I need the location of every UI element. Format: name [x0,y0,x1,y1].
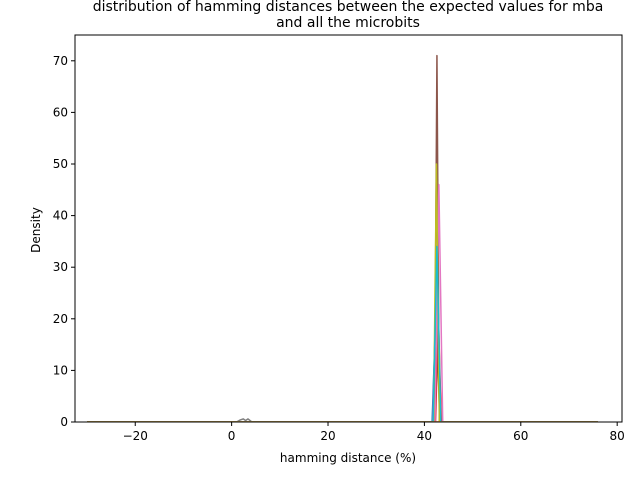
y-tick-label: 10 [53,363,68,377]
series-line-6 [87,183,598,422]
y-axis-label: Density [29,207,43,253]
chart-title-line1: distribution of hamming distances betwee… [93,0,604,15]
series-line-5 [87,54,598,422]
y-tick-label: 60 [53,105,68,119]
y-tick-label: 50 [53,157,68,171]
axes: −20 0 20 40 60 80 0 10 20 30 40 50 60 70 [53,34,625,443]
x-tick-label: −20 [123,429,148,443]
series-line-9 [87,245,598,422]
x-tick-label: 60 [513,429,528,443]
y-tick-label: 20 [53,312,68,326]
x-axis-label: hamming distance (%) [280,451,416,465]
y-tick-label: 70 [53,54,68,68]
series-line-8 [87,163,598,422]
y-tick-label: 40 [53,209,68,223]
axes-frame [74,34,623,423]
y-tick-label: 30 [53,260,68,274]
x-tick-label: 80 [610,429,625,443]
plot-area [87,54,598,422]
y-tick-label: 0 [60,415,68,429]
x-tick-label: 40 [417,429,432,443]
x-tick-label: 0 [228,429,236,443]
chart-title-line2: and all the microbits [276,15,420,31]
x-tick-label: 20 [320,429,335,443]
